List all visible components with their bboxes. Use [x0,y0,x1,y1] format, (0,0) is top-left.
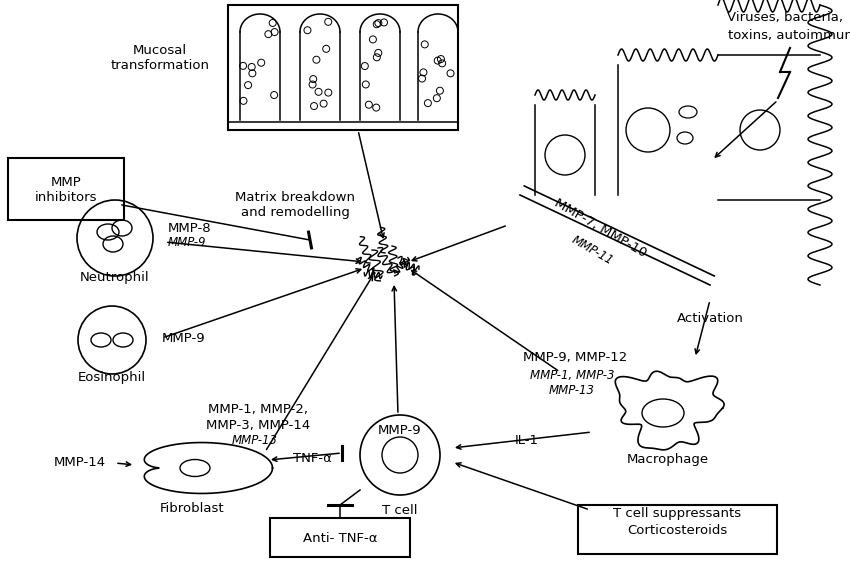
Text: MMP-9: MMP-9 [162,332,206,345]
Text: Corticosteroids: Corticosteroids [626,523,727,536]
Text: Macrophage: Macrophage [627,454,709,466]
Text: Fibroblast: Fibroblast [160,502,224,515]
Text: Anti- TNF-α: Anti- TNF-α [303,531,377,544]
Text: MMP-11: MMP-11 [569,233,615,267]
Text: MMP-8: MMP-8 [168,222,212,234]
Text: T cell suppressants: T cell suppressants [613,507,741,520]
Text: Viruses, bacteria,: Viruses, bacteria, [727,11,843,25]
Text: Eosinophil: Eosinophil [78,372,146,385]
FancyBboxPatch shape [578,505,777,554]
FancyBboxPatch shape [228,5,458,130]
Text: Mucosal
transformation: Mucosal transformation [110,44,209,72]
Text: MMP
inhibitors: MMP inhibitors [35,176,97,204]
Text: Neutrophil: Neutrophil [80,271,150,284]
Text: MMP-3, MMP-14: MMP-3, MMP-14 [206,418,310,431]
Text: MMP-9: MMP-9 [168,237,207,250]
Text: Matrix breakdown
and remodelling: Matrix breakdown and remodelling [235,191,355,219]
Text: T cell: T cell [382,503,417,516]
Text: TNF-α: TNF-α [292,451,332,465]
Text: MMP-1, MMP-2,: MMP-1, MMP-2, [208,404,308,417]
FancyBboxPatch shape [8,158,124,220]
Text: MMP-9: MMP-9 [378,424,422,437]
Text: IL-1: IL-1 [515,434,539,446]
Text: MMP-1, MMP-3: MMP-1, MMP-3 [530,368,615,381]
Text: MMP-13: MMP-13 [549,384,595,397]
Text: MMP-9, MMP-12: MMP-9, MMP-12 [523,352,627,364]
Text: MMP-14: MMP-14 [54,457,106,470]
Text: Activation: Activation [677,311,744,324]
Text: MMP-13: MMP-13 [232,434,278,447]
Text: MMP-7, MMP-10: MMP-7, MMP-10 [552,196,649,260]
FancyBboxPatch shape [270,518,410,557]
Text: toxins, autoimmun.: toxins, autoimmun. [728,28,850,42]
